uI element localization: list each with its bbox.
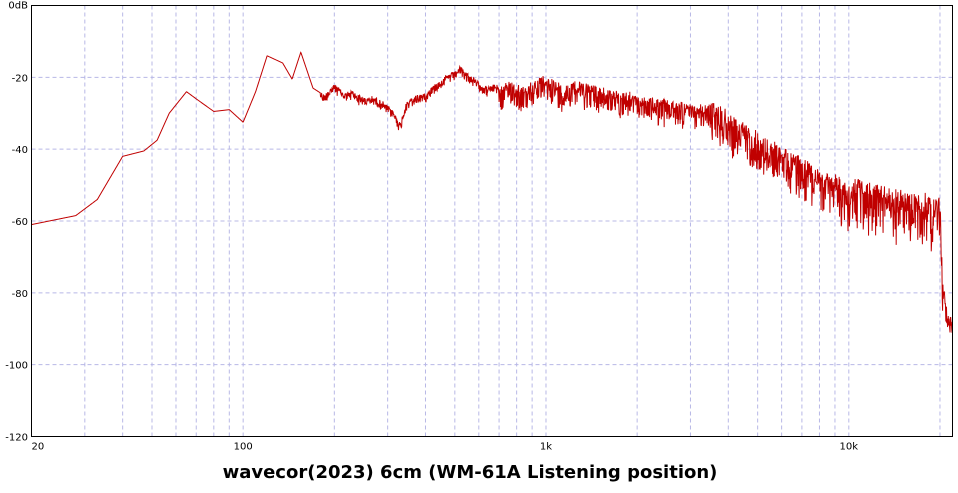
x-tick-label: 1k: [540, 442, 552, 453]
y-tick-label: -20: [12, 73, 28, 84]
y-tick-label: -120: [5, 433, 28, 444]
frequency-response-line: [31, 51, 953, 333]
y-tick-label: -40: [12, 145, 28, 156]
grid: [31, 5, 953, 437]
y-tick-label: -100: [5, 361, 28, 372]
y-tick-label: -60: [12, 217, 28, 228]
plot-frame: [31, 5, 953, 437]
x-tick-label: 100: [234, 442, 253, 453]
y-tick-label: -80: [12, 289, 28, 300]
x-tick-label: 20: [32, 442, 45, 453]
plot-area: [31, 51, 953, 333]
y-tick-label: 0dB: [8, 1, 28, 12]
tick-labels: 0dB -20 -40 -60 -80 -100 -120 20 100 1k 10k: [5, 1, 858, 453]
chart-title: wavecor(2023) 6cm (WM-61A Listening posi…: [223, 462, 718, 483]
x-tick-label: 10k: [840, 442, 859, 453]
